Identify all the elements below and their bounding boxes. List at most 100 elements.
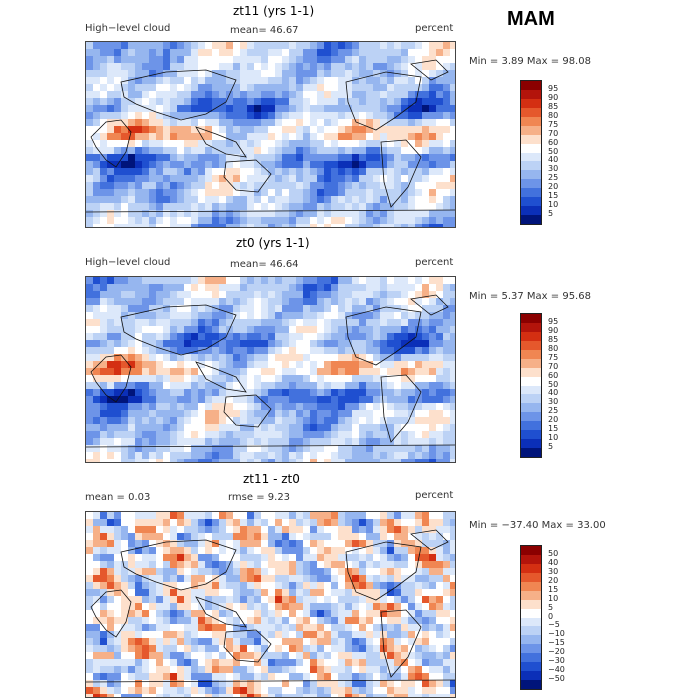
heatmap-cell: [177, 147, 185, 155]
heatmap-cell: [135, 452, 143, 460]
heatmap-cell: [436, 389, 444, 397]
heatmap-cell: [184, 459, 192, 462]
heatmap-cell: [107, 417, 115, 425]
heatmap-cell: [212, 375, 220, 383]
heatmap-cell: [254, 375, 262, 383]
heatmap-cell: [191, 333, 199, 341]
heatmap-cell: [184, 617, 192, 625]
heatmap-cell: [359, 284, 367, 292]
heatmap-cell: [107, 49, 115, 57]
heatmap-cell: [450, 610, 455, 618]
heatmap-cell: [177, 224, 185, 227]
heatmap-cell: [401, 631, 409, 639]
heatmap-cell: [366, 77, 374, 85]
heatmap-cell: [345, 154, 353, 162]
heatmap-cell: [233, 203, 241, 211]
colorbar-tick-label: 10: [548, 200, 559, 210]
heatmap-cell: [408, 389, 416, 397]
heatmap-cell: [261, 84, 269, 92]
heatmap-cell: [303, 452, 311, 460]
heatmap-cell: [317, 298, 325, 306]
heatmap-cell: [422, 126, 430, 134]
heatmap-cell: [86, 680, 94, 688]
heatmap-cell: [450, 354, 455, 362]
heatmap-cell: [100, 326, 108, 334]
heatmap-cell: [170, 603, 178, 611]
heatmap-cell: [282, 147, 290, 155]
heatmap-cell: [233, 291, 241, 299]
heatmap-cell: [436, 694, 444, 697]
heatmap-cell: [303, 126, 311, 134]
heatmap-cell: [240, 168, 248, 176]
heatmap-cell: [310, 42, 318, 50]
heatmap-cell: [268, 140, 276, 148]
heatmap-cell: [310, 424, 318, 432]
heatmap-cell: [345, 694, 353, 697]
heatmap-cell: [338, 161, 346, 169]
heatmap-cell: [429, 354, 437, 362]
heatmap-cell: [86, 105, 94, 113]
heatmap-cell: [289, 638, 297, 646]
heatmap-cell: [135, 56, 143, 64]
heatmap-cell: [100, 84, 108, 92]
heatmap-cell: [366, 610, 374, 618]
heatmap-cell: [100, 575, 108, 583]
heatmap-cell: [268, 98, 276, 106]
heatmap-cell: [282, 624, 290, 632]
heatmap-cell: [177, 98, 185, 106]
heatmap-cell: [450, 91, 455, 99]
heatmap-cell: [170, 680, 178, 688]
heatmap-cell: [226, 77, 234, 85]
heatmap-cell: [198, 91, 206, 99]
heatmap-cell: [100, 70, 108, 78]
heatmap-cell: [443, 224, 451, 227]
heatmap-cell: [226, 694, 234, 697]
heatmap-cell: [219, 417, 227, 425]
heatmap-cell: [219, 196, 227, 204]
heatmap-cell: [450, 582, 455, 590]
heatmap-cell: [205, 319, 213, 327]
heatmap-cell: [86, 154, 94, 162]
heatmap-cell: [450, 63, 455, 71]
heatmap-cell: [268, 277, 276, 285]
heatmap-cell: [184, 533, 192, 541]
heatmap-cell: [359, 575, 367, 583]
heatmap-cell: [100, 603, 108, 611]
heatmap-cell: [261, 154, 269, 162]
heatmap-cell: [352, 182, 360, 190]
heatmap-cell: [240, 561, 248, 569]
heatmap-cell: [338, 424, 346, 432]
heatmap-cell: [324, 459, 332, 462]
heatmap-cell: [184, 561, 192, 569]
heatmap-cell: [443, 410, 451, 418]
heatmap-cell: [226, 305, 234, 313]
heatmap-cell: [114, 126, 122, 134]
heatmap-cell: [184, 424, 192, 432]
heatmap-cell: [296, 291, 304, 299]
heatmap-cell: [184, 340, 192, 348]
heatmap-cell: [415, 410, 423, 418]
heatmap-cell: [198, 147, 206, 155]
heatmap-cell: [184, 438, 192, 446]
heatmap-cell: [422, 284, 430, 292]
heatmap-cell: [408, 112, 416, 120]
heatmap-cell: [324, 224, 332, 227]
heatmap-cell: [275, 361, 283, 369]
heatmap-cell: [163, 340, 171, 348]
panel1-range-label: Min = 3.89 Max = 98.08: [469, 56, 591, 67]
heatmap-cell: [275, 126, 283, 134]
heatmap-cell: [93, 452, 101, 460]
heatmap-cell: [128, 291, 136, 299]
heatmap-cell: [373, 554, 381, 562]
heatmap-cell: [240, 459, 248, 462]
heatmap-cell: [394, 452, 402, 460]
heatmap-cell: [128, 224, 136, 227]
heatmap-cell: [107, 168, 115, 176]
heatmap-cell: [233, 547, 241, 555]
heatmap-cell: [170, 554, 178, 562]
heatmap-cell: [338, 382, 346, 390]
heatmap-cell: [170, 438, 178, 446]
heatmap-cell: [100, 424, 108, 432]
heatmap-cell: [268, 431, 276, 439]
heatmap-cell: [198, 680, 206, 688]
